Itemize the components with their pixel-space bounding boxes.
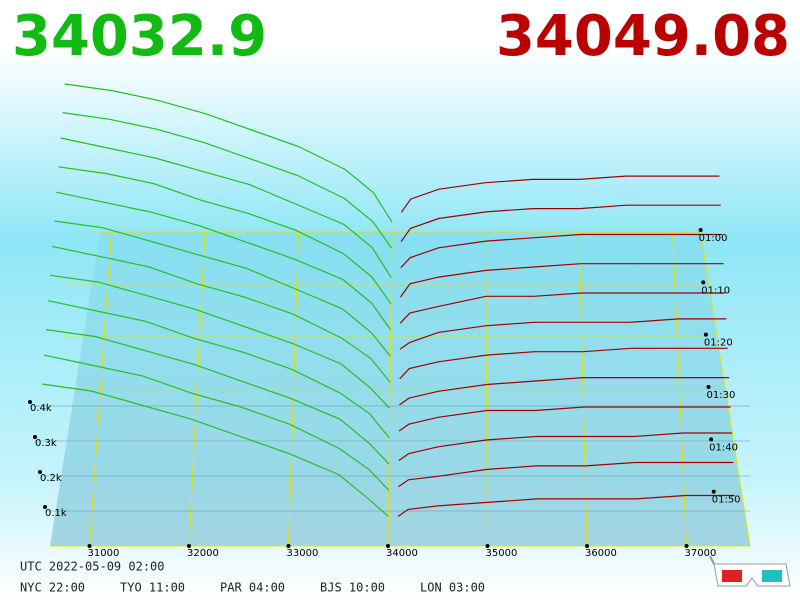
x-tick-label: 34000 [386, 548, 418, 559]
ask-depth-line [400, 233, 723, 269]
time-tick-dot [703, 332, 708, 337]
time-tick-label: 01:10 [701, 285, 730, 296]
x-tick-dot [87, 544, 92, 548]
ask-depth-line [397, 494, 735, 517]
ask-depth-line [399, 318, 727, 350]
grid [30, 231, 751, 547]
floor-edge [700, 231, 751, 547]
bid-depth-line [56, 191, 392, 331]
time-tick-dot [701, 280, 706, 285]
depth-lines [41, 83, 735, 517]
utc-time: UTC 2022-05-09 02:00 [20, 560, 165, 574]
bid-depth-line [43, 354, 390, 491]
x-tick-dot [286, 544, 291, 548]
zone-time: BJS 10:00 [320, 581, 385, 595]
bid-depth-line [52, 245, 391, 383]
bid-depth-line [54, 220, 391, 357]
bid-depth-line [50, 274, 391, 409]
zone-time: TYO 11:00 [120, 581, 185, 595]
zone-time: LON 03:00 [420, 581, 485, 595]
x-tick-dot [187, 544, 191, 548]
depth-tick-label: 0.3k [35, 438, 57, 449]
time-tick-label: 01:00 [699, 233, 728, 244]
ask-price: 34049.08 [496, 4, 790, 69]
ask-depth-line [400, 204, 721, 242]
x-tick-dot [485, 544, 490, 548]
time-tick-label: 01:40 [709, 442, 738, 453]
x-tick-dot [386, 544, 390, 548]
x-tick-label: 31000 [88, 548, 120, 559]
depth-tick-dot [28, 400, 32, 404]
depth-tick-dot [33, 435, 37, 439]
glasses-icon [709, 555, 791, 587]
zone-time: PAR 04:00 [220, 581, 285, 595]
time-tick-dot [698, 228, 703, 232]
bid-depth-line [60, 137, 392, 279]
depth-tick-dot [38, 470, 42, 474]
ask-depth-line [399, 347, 728, 380]
bid-depth-line [47, 300, 390, 439]
ask-depth-line [398, 432, 732, 462]
x-tick-label: 33000 [287, 548, 319, 559]
time-tick-dot [709, 437, 714, 442]
x-tick-dot [684, 544, 689, 548]
time-tick-label: 01:20 [704, 338, 733, 349]
bid-depth-line [64, 83, 393, 223]
bid-depth-line [58, 166, 392, 305]
time-tick-dot [706, 385, 711, 389]
bid-depth-line [45, 329, 390, 465]
time-tick-label: 01:50 [712, 495, 741, 506]
x-tick-label: 37000 [685, 548, 717, 559]
ask-depth-line [399, 377, 730, 406]
ask-depth-line [400, 175, 720, 213]
ask-depth-line [399, 292, 725, 324]
bid-price: 34032.9 [12, 4, 267, 69]
x-tick-label: 36000 [585, 548, 617, 559]
ask-depth-line [400, 263, 724, 298]
labels: 31000 32000 33000 34000 35000 36000 37000 0.1k 0… [28, 228, 741, 559]
x-tick-label: 35000 [486, 548, 518, 559]
ask-depth-line [398, 461, 734, 488]
depth-tick-label: 0.2k [40, 473, 62, 484]
bid-depth-line [62, 112, 393, 249]
zone-time: NYC 22:00 [20, 581, 85, 595]
bid-depth-line [41, 383, 389, 517]
time-zones: NYC 22:00 TYO 11:00 PAR 04:00 BJS 10:00 LON … [20, 581, 485, 595]
depth-tick-label: 0.1k [45, 508, 67, 519]
time-tick-dot [711, 489, 716, 494]
time-tick-label: 01:30 [706, 390, 735, 401]
x-tick-label: 32000 [187, 548, 219, 559]
ask-depth-line [398, 406, 731, 432]
depth-tick-label: 0.4k [30, 403, 52, 414]
depth-tick-dot [43, 505, 47, 509]
x-tick-dot [585, 544, 589, 548]
